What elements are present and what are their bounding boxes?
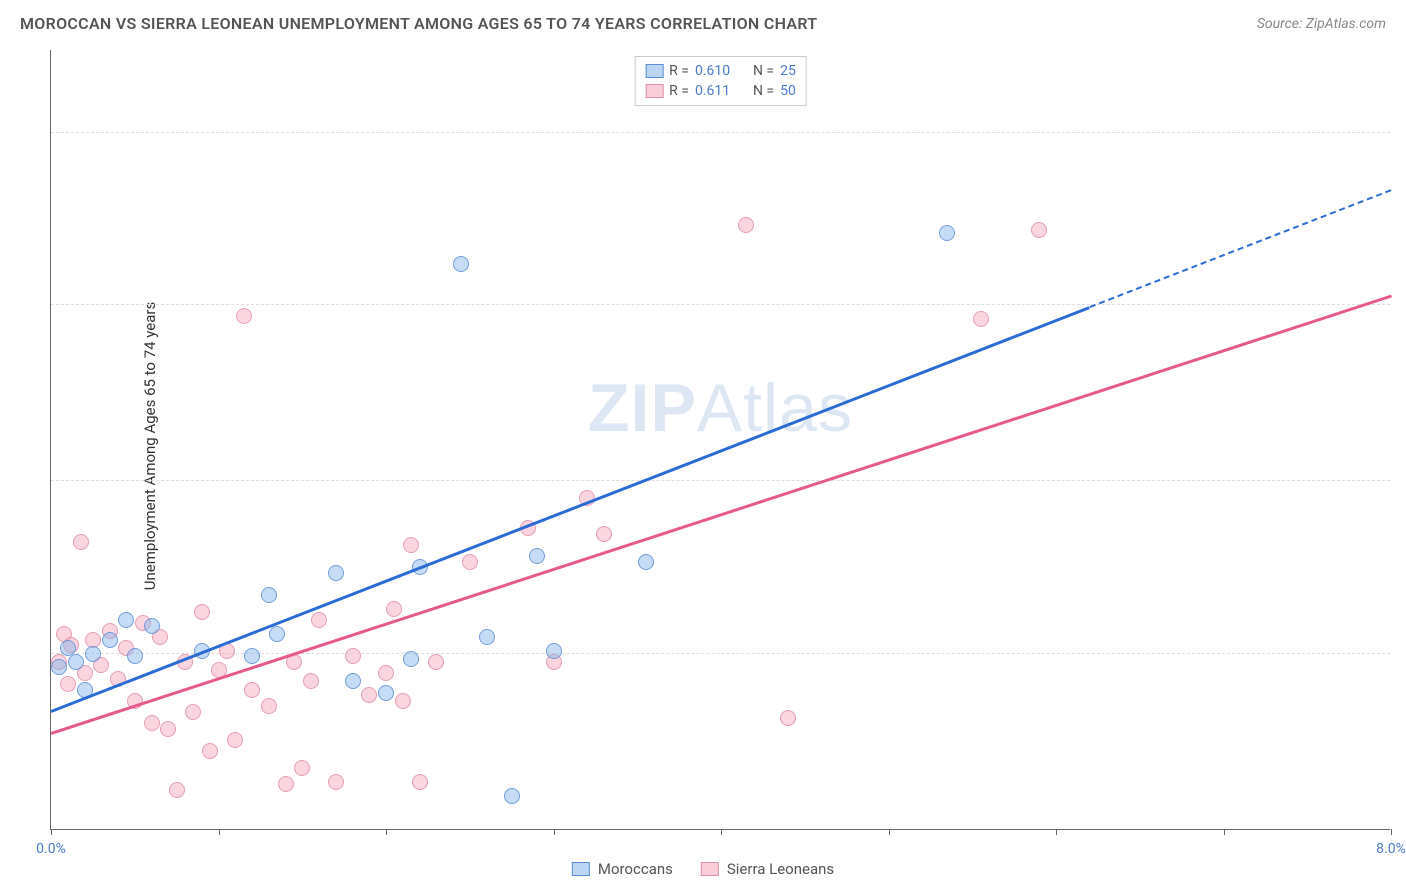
correlation-legend: R = 0.610 N = 25 R = 0.611 N = 50 — [634, 56, 807, 106]
data-point-sierra-leoneans — [185, 704, 201, 720]
x-tick — [1056, 829, 1057, 835]
data-point-sierra-leoneans — [412, 774, 428, 790]
x-tick — [554, 829, 555, 835]
data-point-sierra-leoneans — [378, 665, 394, 681]
data-point-moroccans — [403, 651, 419, 667]
data-point-sierra-leoneans — [169, 782, 185, 798]
data-point-moroccans — [127, 648, 143, 664]
series-legend-label: Sierra Leoneans — [727, 860, 834, 878]
data-point-sierra-leoneans — [294, 760, 310, 776]
data-point-sierra-leoneans — [144, 715, 160, 731]
series-legend-label: Moroccans — [598, 860, 673, 878]
plot-area: ZIPAtlas R =0.610N =25R =0.611N =50 6.3%… — [50, 50, 1390, 830]
y-tick-label: 25.0% — [1395, 109, 1406, 125]
n-label: N = — [753, 83, 774, 99]
n-value: 50 — [780, 83, 796, 99]
data-point-sierra-leoneans — [403, 537, 419, 553]
data-point-sierra-leoneans — [596, 526, 612, 542]
data-point-sierra-leoneans — [395, 693, 411, 709]
data-point-sierra-leoneans — [311, 612, 327, 628]
trendline-moroccans — [51, 306, 1090, 712]
data-point-sierra-leoneans — [227, 732, 243, 748]
y-tick-label: 18.8% — [1395, 281, 1406, 297]
data-point-moroccans — [244, 648, 260, 664]
data-point-sierra-leoneans — [73, 534, 89, 550]
correlation-legend-row: R = 0.610 N = 25 — [645, 61, 796, 81]
gridline — [51, 480, 1390, 481]
data-point-sierra-leoneans — [202, 743, 218, 759]
data-point-moroccans — [261, 587, 277, 603]
gridline — [51, 304, 1390, 305]
x-tick — [1224, 829, 1225, 835]
data-point-sierra-leoneans — [303, 673, 319, 689]
data-point-sierra-leoneans — [462, 554, 478, 570]
y-tick-label: 12.5% — [1395, 457, 1406, 473]
data-point-moroccans — [102, 632, 118, 648]
data-point-sierra-leoneans — [194, 604, 210, 620]
data-point-sierra-leoneans — [780, 710, 796, 726]
data-point-moroccans — [939, 225, 955, 241]
x-max-label: 8.0% — [1376, 841, 1406, 857]
r-label: R = — [669, 83, 689, 99]
legend-swatch-icon — [645, 64, 663, 78]
trendline-sierra-leoneans — [51, 295, 1392, 735]
x-tick — [1391, 829, 1392, 835]
n-label: N = — [753, 63, 774, 79]
data-point-sierra-leoneans — [236, 308, 252, 324]
series-legend: Moroccans Sierra Leoneans — [572, 860, 834, 878]
data-point-sierra-leoneans — [160, 721, 176, 737]
data-point-moroccans — [529, 548, 545, 564]
r-value: 0.610 — [695, 63, 739, 79]
data-point-moroccans — [68, 654, 84, 670]
n-value: 25 — [780, 63, 796, 79]
data-point-moroccans — [269, 626, 285, 642]
correlation-legend-row: R = 0.611 N = 50 — [645, 81, 796, 101]
data-point-sierra-leoneans — [261, 698, 277, 714]
data-point-moroccans — [328, 565, 344, 581]
x-tick — [889, 829, 890, 835]
data-point-sierra-leoneans — [328, 774, 344, 790]
data-point-moroccans — [378, 685, 394, 701]
legend-swatch-icon — [701, 862, 719, 876]
data-point-sierra-leoneans — [361, 687, 377, 703]
data-point-sierra-leoneans — [278, 776, 294, 792]
y-tick-label: 6.3% — [1395, 630, 1406, 646]
x-tick — [386, 829, 387, 835]
data-point-moroccans — [118, 612, 134, 628]
source-attribution: Source: ZipAtlas.com — [1257, 16, 1386, 32]
data-point-sierra-leoneans — [973, 311, 989, 327]
data-point-moroccans — [453, 256, 469, 272]
series-legend-item: Sierra Leoneans — [701, 860, 834, 878]
x-min-label: 0.0% — [36, 841, 66, 857]
r-label: R = — [669, 63, 689, 79]
watermark: ZIPAtlas — [588, 369, 853, 447]
trendline-moroccans-extrapolated — [1089, 189, 1391, 308]
series-legend-item: Moroccans — [572, 860, 673, 878]
legend-swatch-icon — [645, 84, 663, 98]
data-point-moroccans — [504, 788, 520, 804]
x-tick — [721, 829, 722, 835]
data-point-moroccans — [546, 643, 562, 659]
data-point-moroccans — [85, 646, 101, 662]
data-point-moroccans — [479, 629, 495, 645]
watermark-bold: ZIP — [588, 370, 697, 446]
data-point-sierra-leoneans — [386, 601, 402, 617]
data-point-sierra-leoneans — [60, 676, 76, 692]
data-point-sierra-leoneans — [738, 217, 754, 233]
data-point-moroccans — [144, 618, 160, 634]
x-tick — [219, 829, 220, 835]
data-point-sierra-leoneans — [428, 654, 444, 670]
data-point-moroccans — [51, 659, 67, 675]
gridline — [51, 132, 1390, 133]
data-point-sierra-leoneans — [1031, 222, 1047, 238]
data-point-sierra-leoneans — [345, 648, 361, 664]
r-value: 0.611 — [695, 83, 739, 99]
legend-swatch-icon — [572, 862, 590, 876]
chart-title: MOROCCAN VS SIERRA LEONEAN UNEMPLOYMENT … — [20, 14, 817, 33]
x-tick — [51, 829, 52, 835]
data-point-sierra-leoneans — [244, 682, 260, 698]
data-point-moroccans — [345, 673, 361, 689]
chart-container: MOROCCAN VS SIERRA LEONEAN UNEMPLOYMENT … — [0, 0, 1406, 892]
data-point-moroccans — [638, 554, 654, 570]
